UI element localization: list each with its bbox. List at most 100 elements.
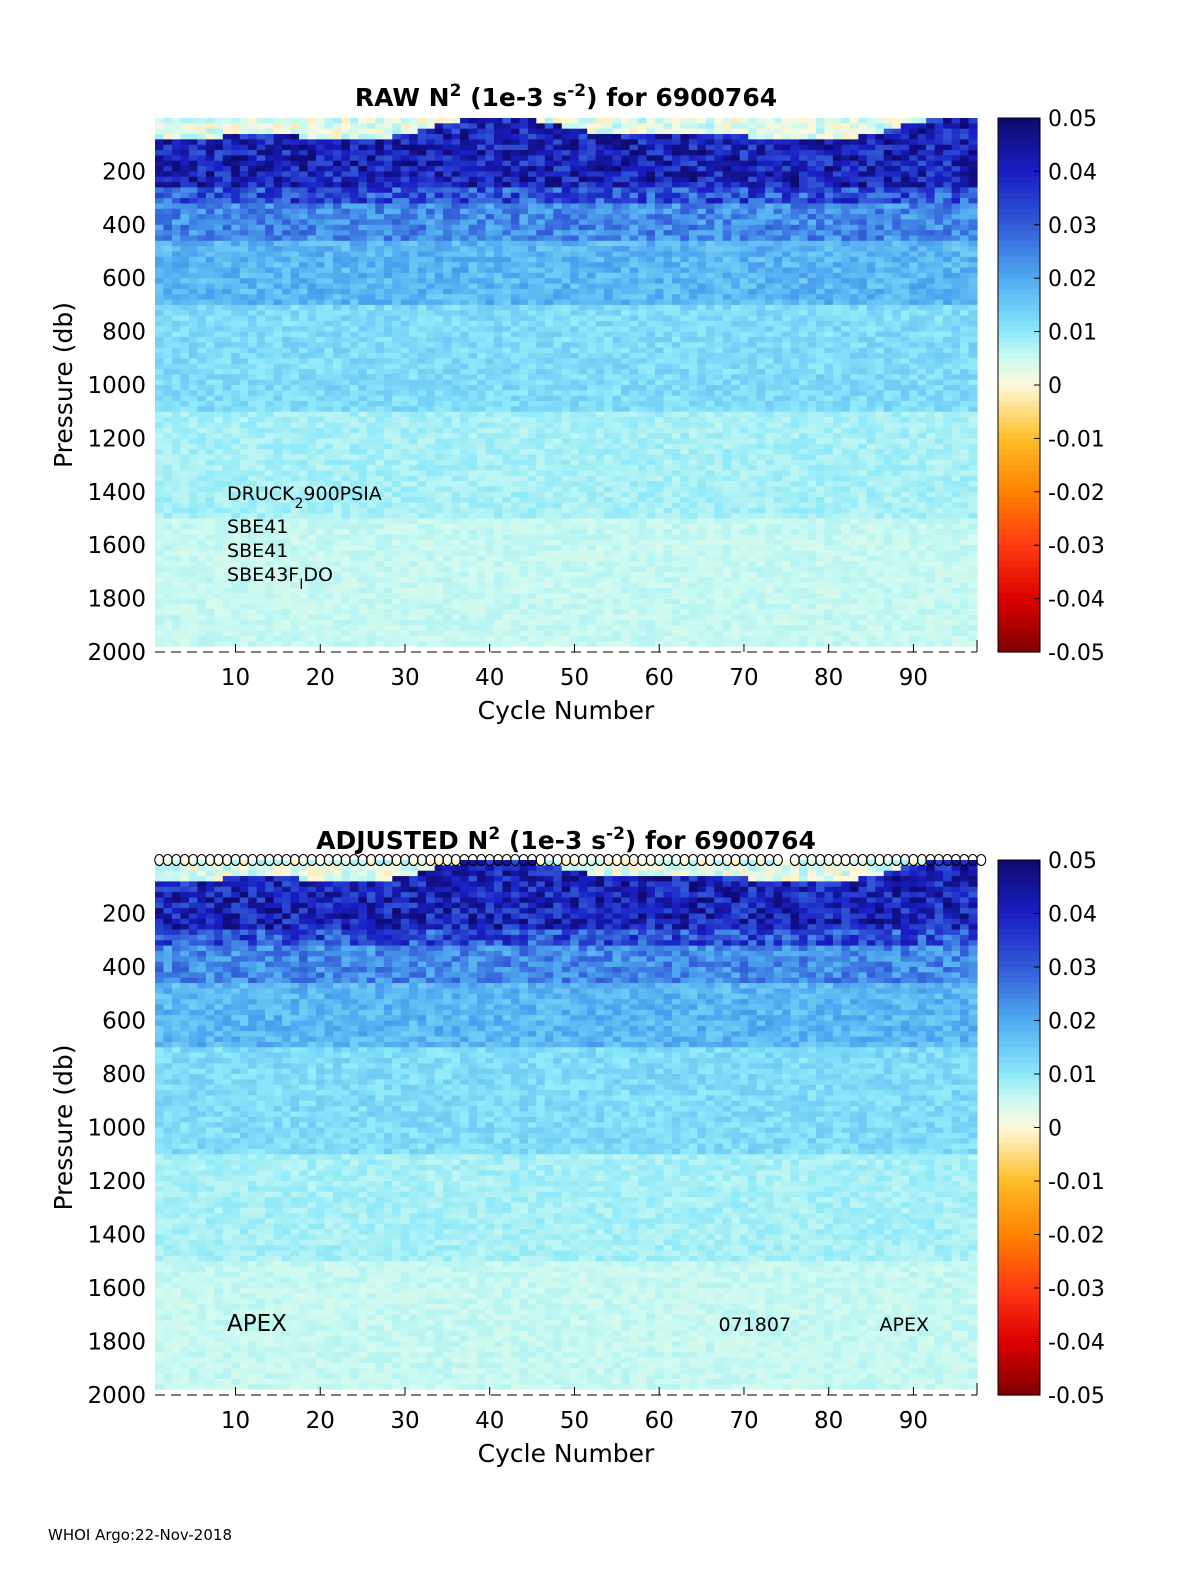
heatmap-cell (197, 582, 207, 589)
heatmap-cell (493, 283, 504, 290)
heatmap-cell (358, 491, 368, 498)
heatmap-cell (180, 214, 190, 221)
heatmap-cell (493, 336, 504, 343)
heatmap-cell (332, 368, 343, 375)
heatmap-cell (222, 294, 232, 301)
heatmap-cell (214, 630, 224, 637)
heatmap-cell (341, 427, 351, 434)
heatmap-cell (553, 176, 563, 183)
heatmap-cell (239, 203, 249, 210)
heatmap-cell (171, 283, 182, 290)
heatmap-cell (358, 401, 368, 407)
heatmap-cell (383, 438, 393, 445)
heatmap-cell (536, 208, 546, 215)
heatmap-cell (485, 331, 495, 338)
heatmap-cell (171, 235, 182, 242)
heatmap-cell (502, 171, 512, 178)
heatmap-cell (375, 219, 385, 226)
heatmap-cell (341, 401, 351, 407)
heatmap-cell (485, 310, 495, 317)
heatmap-cell (426, 459, 436, 466)
heatmap-cell (282, 571, 292, 578)
heatmap-cell (553, 288, 563, 295)
heatmap-cell (197, 294, 207, 301)
heatmap-cell (578, 139, 588, 146)
heatmap-cell (493, 326, 504, 333)
heatmap-cell (214, 363, 224, 370)
heatmap-cell (366, 128, 376, 135)
heatmap-cell (383, 561, 393, 568)
heatmap-cell (485, 256, 495, 263)
heatmap-cell (510, 593, 520, 600)
heatmap-cell (383, 566, 393, 573)
heatmap-cell (163, 518, 173, 525)
heatmap-cell (163, 449, 173, 456)
heatmap-cell (239, 395, 249, 402)
heatmap-cell (180, 598, 190, 605)
heatmap-cell (485, 427, 495, 434)
heatmap-cell (409, 433, 419, 439)
heatmap-cell (366, 619, 376, 626)
heatmap-cell (502, 603, 512, 610)
heatmap-cell (400, 310, 410, 317)
heatmap-cell (451, 294, 461, 301)
heatmap-cell (307, 320, 317, 327)
heatmap-cell (527, 571, 537, 578)
heatmap-cell (519, 176, 529, 183)
heatmap-cell (180, 518, 190, 525)
heatmap-cell (332, 417, 343, 423)
heatmap-cell (290, 182, 300, 189)
heatmap-cell (400, 465, 410, 472)
heatmap-cell (256, 555, 266, 562)
heatmap-cell (570, 385, 580, 391)
heatmap-cell (349, 609, 359, 616)
heatmap-cell (544, 422, 554, 429)
heatmap-cell (273, 641, 283, 648)
heatmap-cell (375, 406, 385, 413)
heatmap-cell (426, 278, 436, 285)
heatmap-cell (341, 561, 351, 568)
heatmap-cell (265, 240, 275, 247)
heatmap-cell (299, 336, 309, 343)
heatmap-cell (256, 614, 266, 621)
heatmap-cell (307, 118, 317, 124)
heatmap-cell (231, 118, 241, 124)
heatmap-cell (316, 267, 326, 274)
heatmap-cell (570, 561, 580, 568)
heatmap-cell (544, 545, 554, 552)
heatmap-cell (231, 224, 241, 231)
heatmap-cell (510, 417, 520, 423)
heatmap-cell (443, 208, 453, 215)
heatmap-cell (578, 294, 588, 301)
heatmap-cell (536, 224, 546, 231)
heatmap-cell (341, 219, 351, 226)
heatmap-cell (434, 417, 444, 423)
heatmap-cell (375, 251, 385, 258)
heatmap-cell (426, 561, 436, 568)
heatmap-cell (375, 598, 385, 605)
heatmap-cell (231, 438, 241, 445)
heatmap-cell (205, 593, 215, 600)
heatmap-cell (222, 422, 232, 429)
heatmap-cell (248, 566, 258, 573)
heatmap-cell (485, 299, 495, 306)
heatmap-cell (417, 336, 427, 343)
heatmap-cell (536, 219, 546, 226)
heatmap-cell (460, 571, 470, 578)
heatmap-cell (299, 283, 309, 290)
heatmap-cell (222, 288, 232, 295)
heatmap-cell (231, 299, 241, 306)
heatmap-cell (493, 224, 504, 231)
heatmap-cell (578, 134, 588, 140)
heatmap-cell (349, 171, 359, 178)
heatmap-cell (316, 203, 326, 210)
heatmap-cell (519, 529, 529, 536)
heatmap-cell (468, 294, 478, 301)
heatmap-cell (366, 139, 376, 146)
heatmap-cell (256, 310, 266, 317)
heatmap-cell (570, 336, 580, 343)
heatmap-cell (324, 561, 334, 568)
heatmap-cell (307, 123, 317, 130)
heatmap-cell (307, 144, 317, 151)
heatmap-cell (273, 363, 283, 370)
